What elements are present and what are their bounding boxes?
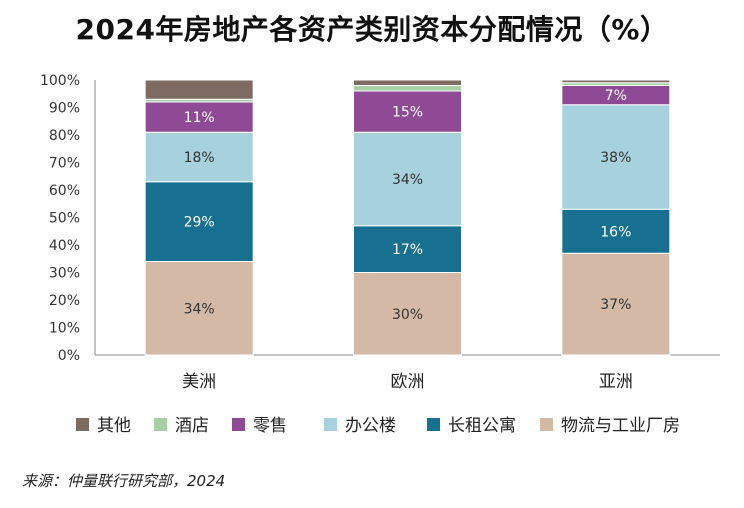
y-tick-label: 60% xyxy=(49,183,80,199)
bar-segment xyxy=(561,79,671,84)
data-label: 34% xyxy=(184,301,215,317)
y-tick-label: 40% xyxy=(49,238,80,254)
data-label: 30% xyxy=(392,307,423,323)
bar-segment xyxy=(353,85,462,92)
bar-segment xyxy=(561,208,671,254)
legend-swatch xyxy=(232,418,245,431)
y-tick-label: 10% xyxy=(49,321,80,337)
x-category-label: 欧洲 xyxy=(391,372,425,392)
legend-label: 长租公寓 xyxy=(448,416,516,436)
legend-swatch xyxy=(427,418,440,431)
x-category-label: 亚洲 xyxy=(599,372,633,392)
data-label: 7% xyxy=(605,88,627,104)
source-note: 来源：仲量联行研究部，2024 xyxy=(22,472,226,490)
bar-segment xyxy=(144,261,254,356)
legend-label: 办公楼 xyxy=(345,416,396,436)
y-tick-label: 90% xyxy=(49,101,80,117)
y-tick-label: 100% xyxy=(40,73,80,89)
data-label: 18% xyxy=(184,150,215,166)
bar-segment xyxy=(144,79,254,100)
chart-title: 2024年房地产各资产类别资本分配情况（%） xyxy=(75,13,669,46)
data-label: 34% xyxy=(392,172,423,188)
bar-segment xyxy=(353,131,462,227)
bars-layer: 34% 29% 18% 11% 30% 17% 34% 15% 37% 16% 38% 7% xyxy=(144,79,671,356)
data-label: 16% xyxy=(600,224,631,240)
y-tick-label: 30% xyxy=(49,266,80,282)
legend-label: 零售 xyxy=(253,416,287,436)
legend-label: 物流与工业厂房 xyxy=(561,416,680,436)
legend: 其他 酒店 零售 办公楼 长租公寓 物流与工业厂房 xyxy=(76,416,680,436)
data-label: 29% xyxy=(184,215,215,231)
y-tick-label: 50% xyxy=(49,211,80,227)
data-label: 38% xyxy=(600,150,631,166)
bar-segment xyxy=(353,79,462,86)
legend-label: 酒店 xyxy=(175,416,209,436)
legend-swatch xyxy=(76,418,89,431)
bar-segment xyxy=(561,252,671,356)
y-tick-label: 70% xyxy=(49,156,80,172)
y-tick-label: 20% xyxy=(49,293,80,309)
data-label: 11% xyxy=(184,110,215,126)
y-tick-label: 0% xyxy=(58,348,80,364)
legend-swatch xyxy=(154,418,167,431)
legend-label: 其他 xyxy=(97,416,131,436)
data-label: 17% xyxy=(392,242,423,258)
data-label: 15% xyxy=(392,105,423,121)
x-category-label: 美洲 xyxy=(182,372,216,392)
bar-segment xyxy=(353,272,462,356)
legend-swatch xyxy=(540,418,553,431)
data-label: 37% xyxy=(600,297,631,313)
bar-segment xyxy=(561,104,671,210)
y-tick-label: 80% xyxy=(49,128,80,144)
legend-swatch xyxy=(324,418,337,431)
bar-segment xyxy=(353,225,462,273)
